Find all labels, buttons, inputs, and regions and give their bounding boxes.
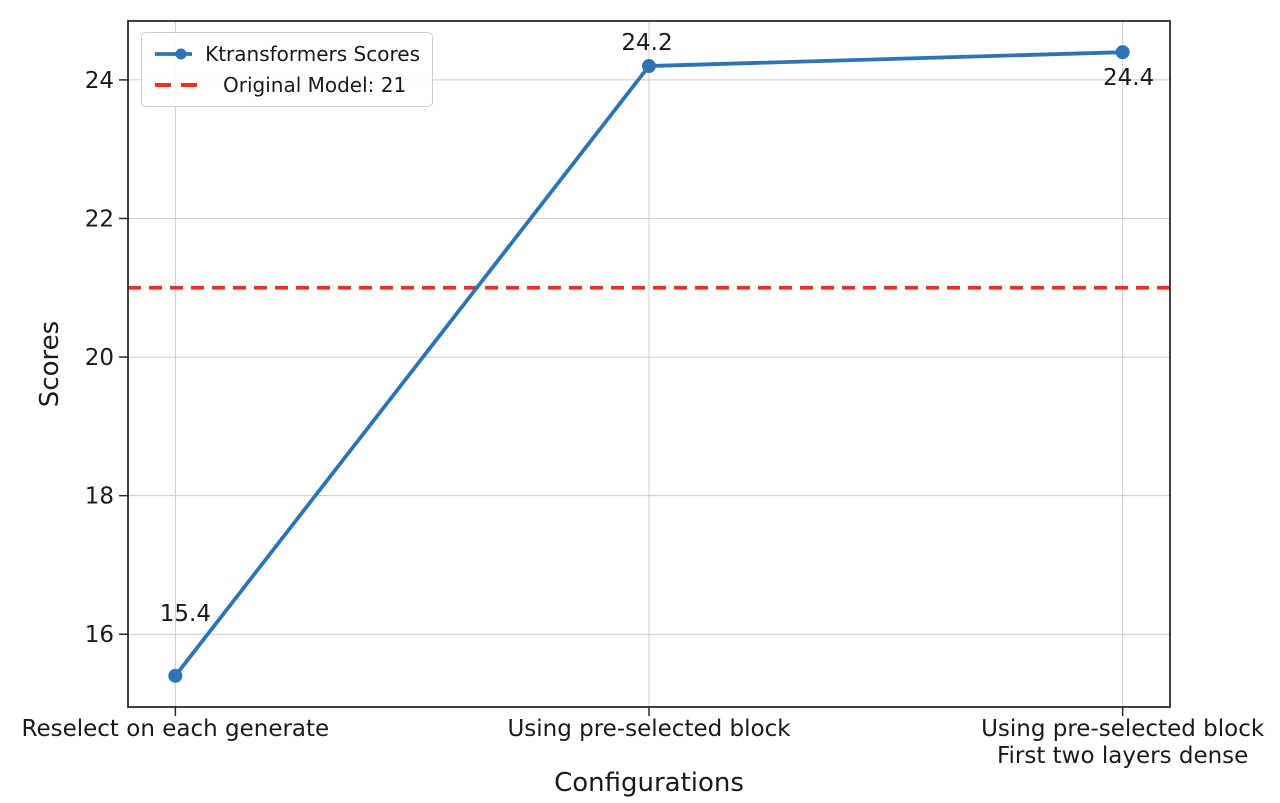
point-value-label: 24.2 (621, 30, 672, 56)
x-tick-label: Using pre-selected block (981, 716, 1265, 742)
legend-item-series: Ktransformers Scores (152, 41, 420, 67)
data-point-marker (168, 668, 183, 683)
plot-border (127, 20, 1171, 708)
dashed-line-swatch-icon (155, 83, 207, 87)
series-line-group (168, 45, 1130, 683)
legend-item-reference: Original Model: 21 (152, 72, 420, 98)
y-tick-label: 20 (85, 345, 114, 371)
y-axis-label: Scores (35, 321, 65, 407)
x-axis-label: Configurations (554, 768, 744, 798)
x-tick-label: First two layers dense (997, 743, 1248, 769)
data-point-labels: 15.4 24.2 24.4 (160, 30, 1154, 627)
y-tick-label: 16 (85, 622, 114, 648)
x-tick-label: Reselect on each generate (22, 716, 330, 742)
y-tick-label: 22 (85, 206, 114, 232)
legend-series-label: Ktransformers Scores (205, 42, 420, 66)
legend-reference-label: Original Model: 21 (223, 73, 407, 97)
point-value-label: 15.4 (160, 601, 211, 627)
y-tick-label: 18 (85, 484, 114, 510)
legend: Ktransformers Scores Original Model: 21 (141, 32, 433, 107)
axis-ticks (119, 79, 1124, 716)
point-value-label: 24.4 (1103, 65, 1154, 91)
series-line-swatch-icon (155, 48, 193, 60)
x-tick-label: Using pre-selected block (507, 716, 791, 742)
y-tick-label: 24 (85, 68, 114, 94)
data-point-marker (642, 59, 656, 74)
data-point-marker (1115, 45, 1130, 60)
tick-labels: 16 18 20 22 24 Reselect on each generate Using… (22, 68, 1265, 769)
gridlines (128, 21, 1170, 707)
